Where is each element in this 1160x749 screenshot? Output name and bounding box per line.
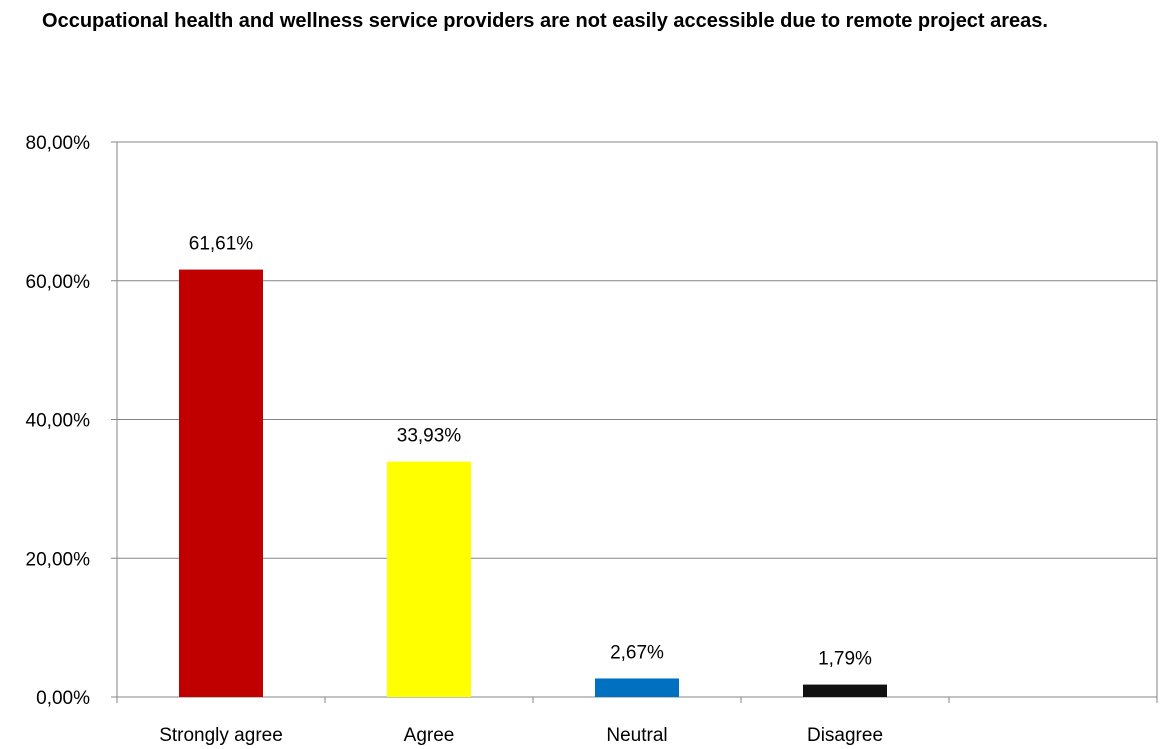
x-category-label: Strongly agree (159, 725, 283, 746)
chart-title: Occupational health and wellness service… (42, 10, 1048, 32)
bar-neutral (595, 678, 679, 697)
data-label: 33,93% (397, 426, 462, 447)
bars (179, 269, 887, 697)
y-tick-label: 80,00% (26, 133, 91, 154)
y-tick-label: 0,00% (36, 688, 90, 709)
x-category-label: Neutral (606, 725, 667, 746)
bar-strongly-agree (179, 269, 263, 697)
x-category-label: Agree (404, 725, 455, 746)
axes (111, 141, 1158, 703)
data-label: 1,79% (818, 649, 872, 670)
gridlines (117, 141, 1157, 698)
bar-disagree (803, 684, 887, 697)
data-label: 2,67% (610, 642, 664, 663)
y-tick-label: 60,00% (26, 272, 91, 293)
bar-agree (387, 461, 471, 697)
labels: 0,00% 20,00% 40,00% 60,00% 80,00% 61,61% Stron… (26, 133, 883, 746)
y-tick-label: 20,00% (26, 549, 91, 570)
data-label: 61,61% (189, 234, 254, 255)
y-tick-label: 40,00% (26, 411, 91, 432)
x-category-label: Disagree (807, 725, 883, 746)
